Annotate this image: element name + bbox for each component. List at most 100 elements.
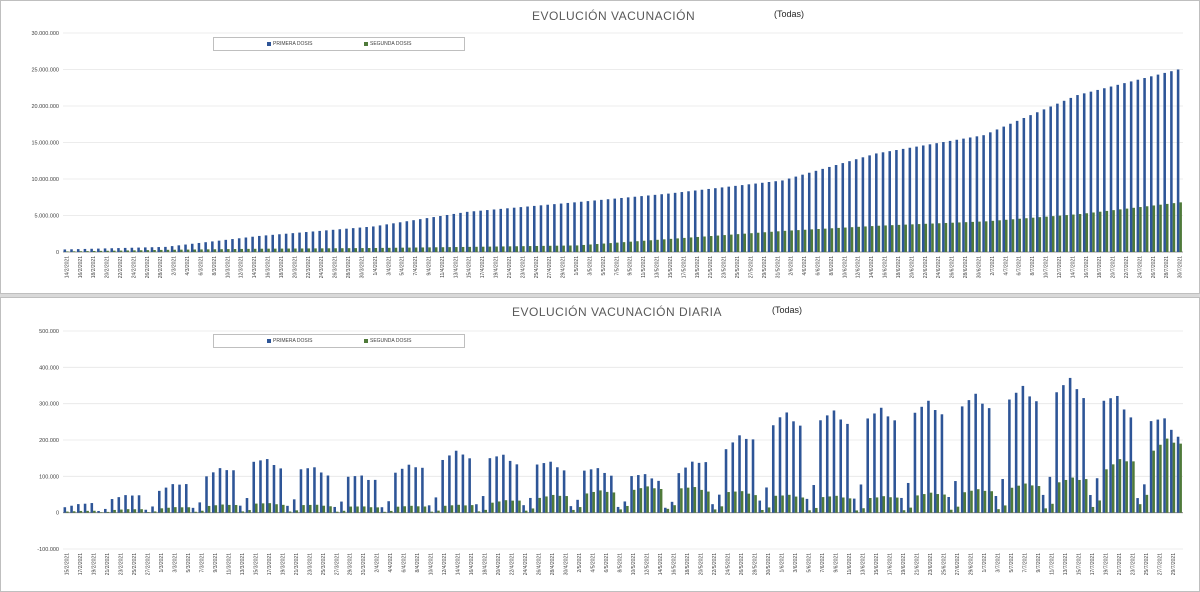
x-tick-label: 26/7/2021 [1151, 256, 1157, 278]
bar-segunda-dosis [592, 491, 595, 513]
bar-segunda-dosis [756, 232, 760, 252]
bar-segunda-dosis [180, 507, 184, 513]
bar-segunda-dosis [619, 509, 622, 513]
bar-primera-dosis [650, 478, 654, 513]
bar-primera-dosis [731, 442, 735, 513]
bar-primera-dosis [765, 487, 768, 513]
bar-primera-dosis [360, 475, 363, 513]
bar-primera-dosis [677, 473, 681, 513]
bar-segunda-dosis [978, 221, 981, 252]
bar-segunda-dosis [830, 228, 834, 252]
bar-segunda-dosis [1118, 459, 1122, 513]
bar-primera-dosis [687, 191, 690, 252]
bar-segunda-dosis [227, 249, 230, 252]
bar-primera-dosis [291, 233, 295, 252]
bar-segunda-dosis [904, 224, 907, 252]
x-tick-label: 18/4/2021 [483, 553, 489, 575]
bar-primera-dosis [623, 501, 627, 513]
bar-segunda-dosis [1098, 500, 1101, 513]
bar-segunda-dosis [1112, 210, 1115, 252]
bar-primera-dosis [1156, 419, 1160, 513]
bar-primera-dosis [1109, 398, 1112, 513]
bar-primera-dosis [191, 507, 195, 513]
bar-primera-dosis [987, 408, 991, 513]
x-tick-label: 2/7/2021 [990, 256, 996, 276]
bar-segunda-dosis [329, 506, 332, 513]
bar-primera-dosis [1176, 69, 1180, 252]
bar-segunda-dosis [457, 504, 460, 513]
bar-segunda-dosis [774, 495, 778, 513]
bar-primera-dosis [164, 487, 168, 513]
x-tick-label: 19/7/2021 [1103, 553, 1109, 575]
bar-segunda-dosis [160, 508, 164, 513]
x-tick-label: 24/3/2021 [319, 256, 325, 278]
bar-segunda-dosis [656, 239, 659, 252]
bar-primera-dosis [439, 216, 442, 252]
x-tick-label: 26/2/2021 [145, 256, 151, 278]
bar-primera-dosis [144, 247, 147, 252]
x-tick-label: 10/3/2021 [225, 256, 231, 278]
bar-primera-dosis [211, 241, 214, 252]
bar-primera-dosis [130, 247, 134, 252]
bar-primera-dosis [875, 153, 878, 252]
chart-title: EVOLUCIÓN VACUNACIÓN [532, 9, 696, 23]
bar-segunda-dosis [1065, 215, 1068, 252]
x-tick-label: 17/7/2021 [1090, 553, 1096, 575]
bar-segunda-dosis [267, 248, 270, 252]
bar-segunda-dosis [924, 223, 928, 252]
bar-primera-dosis [104, 508, 107, 513]
bar-primera-dosis [184, 484, 188, 513]
bar-primera-dosis [960, 406, 964, 513]
bar-segunda-dosis [963, 492, 967, 513]
y-tick-label: 30.000.000 [31, 31, 59, 37]
bar-segunda-dosis [1005, 219, 1008, 252]
bar-segunda-dosis [214, 505, 218, 513]
bar-segunda-dosis [1078, 214, 1082, 252]
bar-segunda-dosis [626, 505, 629, 513]
x-tick-label: 23/3/2021 [307, 553, 313, 575]
bar-primera-dosis [873, 413, 876, 513]
bar-segunda-dosis [555, 245, 559, 252]
bar-segunda-dosis [484, 509, 487, 513]
chart-legend: PRIMERA DOSIS SEGUNDA DOSIS [213, 37, 465, 51]
bar-primera-dosis [225, 470, 229, 513]
bar-segunda-dosis [93, 510, 96, 513]
x-tick-label: 7/3/2021 [199, 553, 205, 573]
bar-segunda-dosis [562, 245, 565, 252]
x-tick-label: 29/4/2021 [561, 256, 567, 278]
bar-primera-dosis [720, 187, 724, 252]
bar-segunda-dosis [502, 246, 505, 252]
bar-segunda-dosis [870, 226, 874, 252]
bar-primera-dosis [707, 188, 710, 252]
bar-segunda-dosis [790, 230, 793, 252]
bar-segunda-dosis [716, 235, 720, 252]
bar-segunda-dosis [518, 500, 521, 513]
bar-segunda-dosis [951, 222, 954, 252]
bar-primera-dosis [704, 462, 708, 513]
bar-primera-dosis [365, 227, 368, 252]
bar-primera-dosis [244, 237, 248, 252]
bar-segunda-dosis [575, 245, 579, 252]
bar-segunda-dosis [1057, 482, 1061, 513]
bar-segunda-dosis [448, 247, 451, 252]
bar-primera-dosis [373, 479, 377, 513]
bar-primera-dosis [886, 416, 890, 513]
bar-segunda-dosis [1105, 210, 1109, 252]
bar-segunda-dosis [1072, 214, 1075, 252]
bar-segunda-dosis [639, 488, 643, 513]
bar-primera-dosis [418, 219, 422, 252]
bar-segunda-dosis [187, 507, 191, 513]
bar-primera-dosis [407, 464, 411, 513]
bar-segunda-dosis [515, 246, 518, 252]
x-tick-label: 15/3/2021 [253, 553, 259, 575]
bar-primera-dosis [137, 495, 141, 513]
bar-primera-dosis [947, 496, 950, 513]
bar-primera-dosis [643, 474, 647, 513]
bar-segunda-dosis [1085, 213, 1089, 252]
bar-primera-dosis [479, 210, 482, 252]
bar-segunda-dosis [508, 246, 512, 252]
bar-segunda-dosis [890, 225, 894, 252]
x-tick-label: 2/6/2021 [789, 256, 795, 276]
bar-primera-dosis [264, 235, 268, 252]
bar-segunda-dosis [320, 248, 324, 252]
